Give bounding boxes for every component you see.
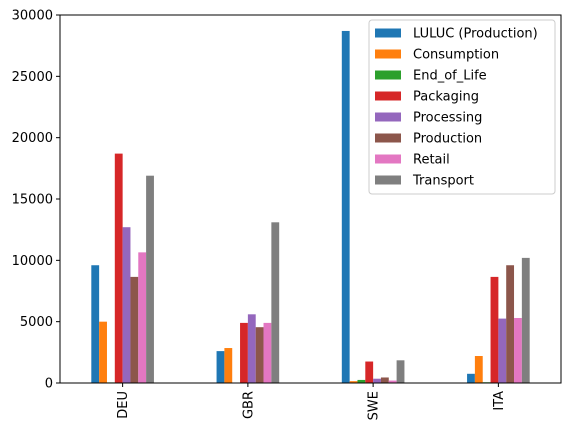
bar-deu-production bbox=[130, 276, 139, 383]
bar-swe-production bbox=[380, 377, 389, 383]
y-tick-label: 25000 bbox=[12, 70, 53, 85]
legend-label: Retail bbox=[413, 153, 450, 168]
legend-label: Consumption bbox=[413, 48, 499, 63]
legend-label: Processing bbox=[413, 111, 482, 126]
x-tick-label: GBR bbox=[241, 391, 256, 419]
bar-gbr-processing bbox=[247, 314, 256, 383]
y-tick-label: 5000 bbox=[20, 315, 53, 330]
bar-gbr-retail bbox=[263, 322, 272, 383]
bar-ita-processing bbox=[498, 318, 507, 383]
bar-deu-consumption bbox=[99, 321, 107, 383]
bar-swe-end-of-life bbox=[357, 379, 366, 383]
y-tick-label: 30000 bbox=[12, 9, 53, 24]
bar-gbr-transport bbox=[271, 222, 280, 383]
bar-deu-packaging bbox=[114, 153, 123, 383]
legend-swatch bbox=[375, 154, 401, 164]
legend-swatch bbox=[375, 49, 401, 59]
bar-deu-transport bbox=[146, 175, 154, 383]
bar-gbr-packaging bbox=[240, 322, 248, 383]
legend-label: Transport bbox=[412, 174, 474, 189]
legend-swatch bbox=[375, 28, 401, 38]
bar-ita-consumption bbox=[474, 356, 483, 383]
x-tick-label: DEU bbox=[116, 391, 131, 419]
legend-label: Packaging bbox=[413, 90, 479, 105]
bar-ita-transport bbox=[521, 257, 530, 383]
legend-swatch bbox=[375, 70, 401, 80]
bar-deu-processing bbox=[122, 227, 131, 383]
legend-swatch bbox=[375, 112, 401, 122]
bar-swe-packaging bbox=[365, 361, 374, 383]
bar-swe-consumption bbox=[349, 381, 358, 383]
y-tick-label: 20000 bbox=[12, 131, 53, 146]
bars-layer bbox=[91, 30, 530, 383]
x-tick-label: ITA bbox=[492, 391, 507, 411]
bar-ita-luluc-production bbox=[467, 373, 475, 383]
legend-label: LULUC (Production) bbox=[413, 27, 538, 42]
axes-layer: 0 5000 10000 15000 20000 25000 30000 DEU GBR SWE I… bbox=[12, 9, 562, 420]
x-tick-label: SWE bbox=[367, 391, 382, 420]
bar-gbr-luluc-production bbox=[216, 351, 225, 383]
bar-gbr-production bbox=[255, 327, 264, 383]
bar-deu-luluc-production bbox=[91, 265, 100, 383]
y-tick-label: 0 bbox=[45, 377, 53, 392]
bar-deu-retail bbox=[138, 252, 147, 383]
legend-swatch bbox=[375, 133, 401, 143]
legend-swatch bbox=[375, 175, 401, 185]
bar-swe-processing bbox=[373, 378, 381, 383]
legend: LULUC (Production) Consumption End_of_Life… bbox=[368, 19, 556, 195]
bar-swe-retail bbox=[388, 380, 397, 383]
bar-swe-transport bbox=[396, 360, 405, 383]
bar-ita-production bbox=[506, 265, 515, 383]
bar-swe-luluc-production bbox=[341, 30, 350, 383]
y-tick-label: 15000 bbox=[12, 193, 53, 208]
legend-label: End_of_Life bbox=[413, 69, 487, 84]
bar-ita-packaging bbox=[490, 276, 499, 383]
bar-gbr-consumption bbox=[224, 348, 233, 383]
legend-box bbox=[368, 19, 556, 195]
y-tick-label: 10000 bbox=[12, 254, 53, 269]
legend-label: Production bbox=[413, 132, 482, 147]
legend-swatch bbox=[375, 91, 401, 101]
bar-ita-retail bbox=[514, 317, 522, 383]
